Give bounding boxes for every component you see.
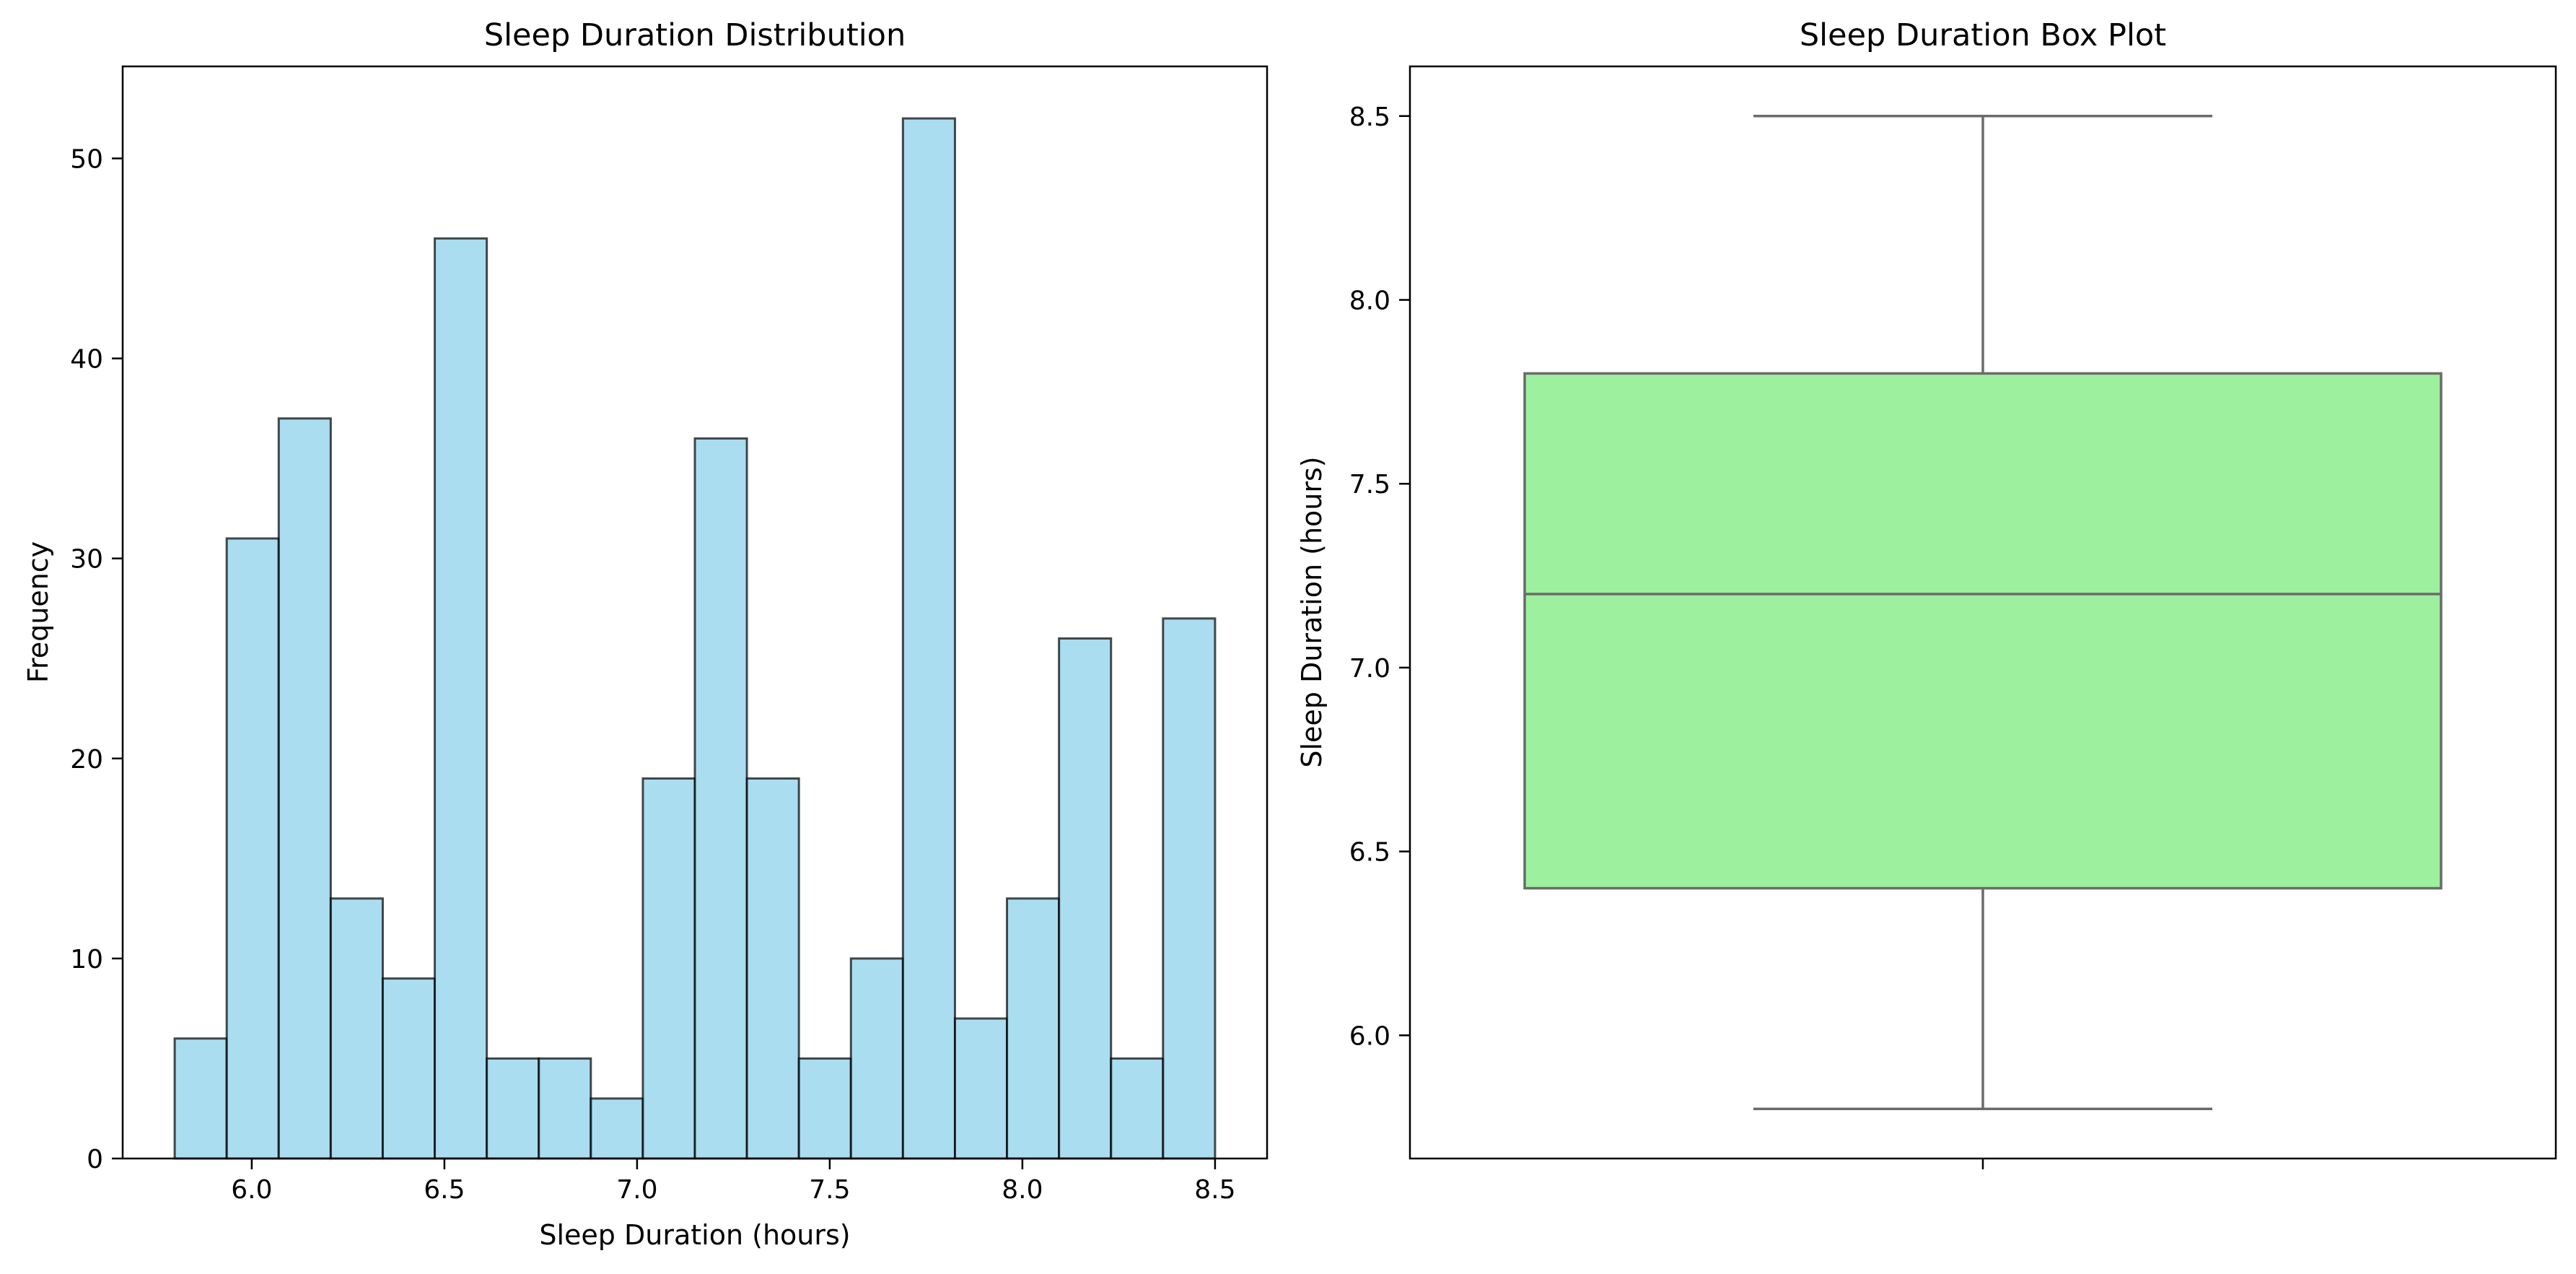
boxplot-panel: Sleep Duration Box Plot 6.0 6.5 7.0 7.5 8.0 8… [1296,17,2557,1169]
histogram-bar [538,1057,592,1160]
histogram-bar [277,417,332,1160]
histogram-bar [486,1057,540,1160]
histogram-bar [745,777,800,1160]
histogram-bars [173,117,1217,1160]
histogram-x-tick-label: 7.0 [616,1175,657,1205]
histogram-y-tick-label: 30 [70,545,103,575]
histogram-y-tick-label: 10 [70,945,103,974]
histogram-bar [797,1057,852,1160]
histogram-panel: Sleep Duration Distribution 6.0 6.5 7.0 7.5… [22,17,1269,1251]
boxplot-y-tick-label: 7.5 [1349,470,1390,499]
histogram-bar [434,237,489,1160]
histogram-bar [329,897,384,1160]
histogram-bar [901,117,956,1160]
histogram-y-ticks: 0 10 20 30 40 50 [70,144,123,1174]
histogram-y-axis-label: Frequency [22,541,54,683]
boxplot-marks [1523,115,2443,1110]
histogram-x-ticks: 6.0 6.5 7.0 7.5 8.0 8.5 [231,1159,1236,1205]
histogram-bar [849,957,904,1160]
histogram-bar [1058,637,1113,1160]
histogram-x-tick-label: 6.0 [231,1175,272,1205]
histogram-x-axis-label: Sleep Duration (hours) [539,1219,850,1251]
boxplot-y-ticks: 6.0 6.5 7.0 7.5 8.0 8.5 [1349,102,1410,1051]
boxplot-y-axis-label: Sleep Duration (hours) [1296,456,1328,767]
histogram-x-tick-label: 6.5 [424,1175,465,1205]
histogram-x-tick-label: 8.0 [1002,1175,1043,1205]
histogram-bar [1110,1057,1165,1160]
histogram-bar [590,1097,644,1160]
histogram-frame [121,65,1269,1160]
histogram-y-tick-label: 40 [70,345,103,375]
boxplot-y-tick-label: 6.0 [1349,1021,1390,1051]
boxplot-y-tick-label: 8.5 [1349,102,1390,132]
histogram-title: Sleep Duration Distribution [484,17,906,53]
histogram-x-tick-label: 7.5 [809,1175,850,1205]
histogram-bar [173,1037,228,1160]
boxplot-y-tick-label: 6.5 [1349,838,1390,868]
histogram-x-tick-label: 8.5 [1194,1175,1235,1205]
histogram-bar [693,437,748,1160]
histogram-bar [1006,897,1061,1160]
histogram-bar [1162,617,1217,1160]
histogram-y-tick-label: 50 [70,144,103,174]
boxplot-y-tick-label: 8.0 [1349,286,1390,315]
histogram-bar [225,537,280,1160]
boxplot-y-tick-label: 7.0 [1349,654,1390,684]
histogram-y-tick-label: 20 [70,745,103,775]
histogram-bar [953,1017,1009,1160]
boxplot-box [1523,372,2443,890]
histogram-y-tick-label: 0 [87,1145,103,1174]
boxplot-title: Sleep Duration Box Plot [1800,17,2166,53]
histogram-bar [641,777,696,1160]
histogram-bar [381,977,437,1160]
